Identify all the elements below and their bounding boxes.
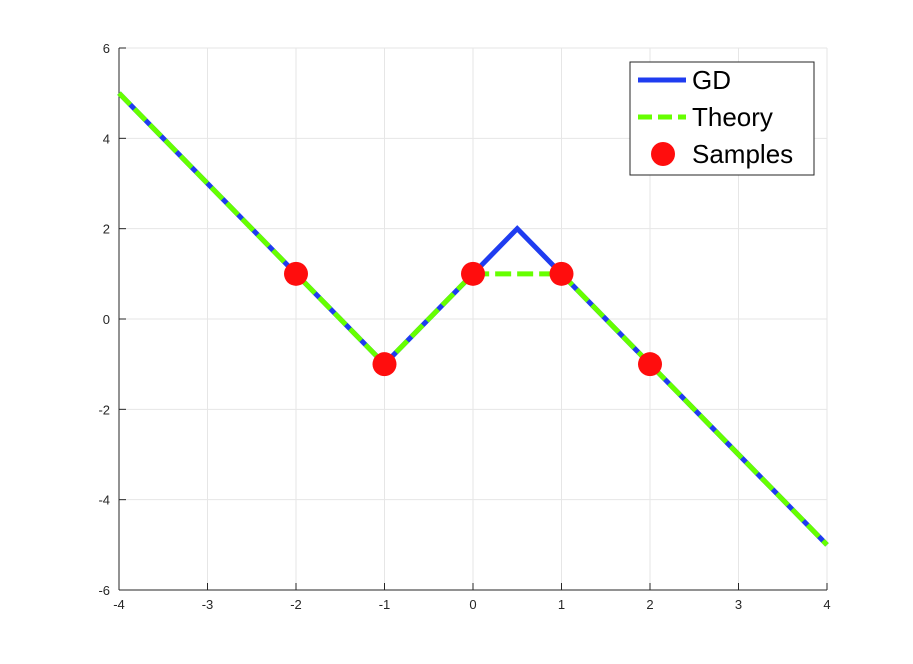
x-tick-label: 2 [646, 597, 653, 612]
x-tick-label: -2 [290, 597, 302, 612]
y-tick-label: 6 [103, 41, 110, 56]
legend: GD Theory Samples [629, 61, 815, 176]
legend-label-samples: Samples [692, 139, 793, 169]
legend-swatch-samples [651, 142, 675, 166]
y-tick-label: 2 [103, 222, 110, 237]
x-tick-label: 1 [558, 597, 565, 612]
y-tick-label: 0 [103, 312, 110, 327]
series-layer [117, 91, 829, 547]
x-tick-label: -1 [379, 597, 391, 612]
sample-point [284, 261, 308, 286]
x-tick-label: -4 [113, 597, 125, 612]
sample-point [461, 261, 485, 286]
y-tick-label: -4 [98, 493, 110, 508]
legend-label-theory: Theory [692, 102, 773, 132]
x-tick-label: 3 [735, 597, 742, 612]
x-tick-label: 4 [823, 597, 830, 612]
y-tick-label: -2 [98, 402, 110, 417]
legend-label-gd: GD [692, 65, 731, 95]
y-tick-label: -6 [98, 583, 110, 598]
y-tick-label: 4 [103, 131, 110, 146]
sample-point [372, 352, 397, 377]
sample-point [549, 261, 574, 286]
x-tick-label: -3 [202, 597, 214, 612]
axes [118, 47, 828, 591]
x-tick-label: 0 [469, 597, 476, 612]
sample-point [638, 352, 662, 377]
